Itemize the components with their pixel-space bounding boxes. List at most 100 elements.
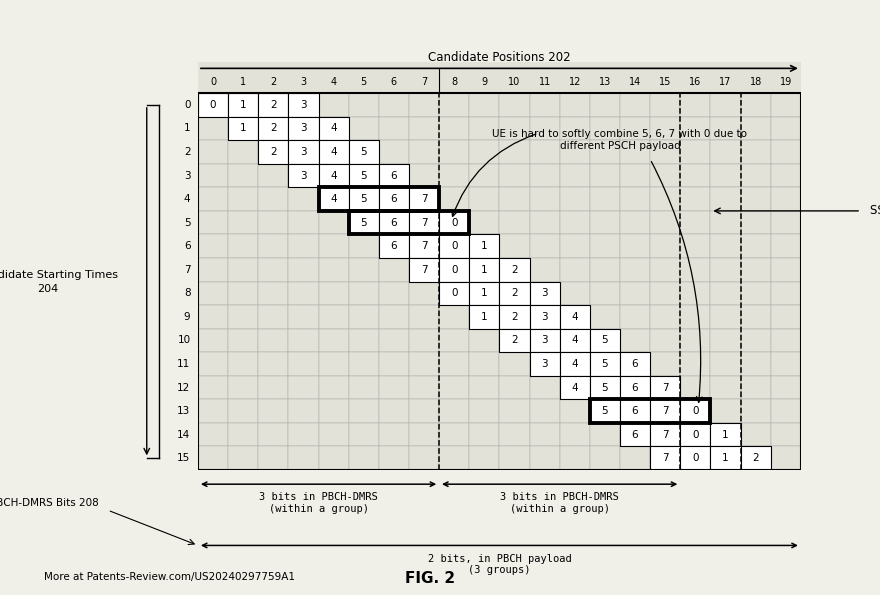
- Bar: [710, 305, 741, 328]
- Bar: [439, 164, 469, 187]
- Bar: [348, 187, 378, 211]
- Bar: [530, 281, 560, 305]
- Bar: [771, 328, 801, 352]
- Bar: [469, 352, 500, 376]
- Bar: [198, 117, 228, 140]
- Bar: [590, 211, 620, 234]
- Bar: [409, 117, 439, 140]
- Bar: [439, 93, 469, 117]
- Bar: [228, 93, 259, 117]
- Bar: [259, 140, 289, 164]
- Text: 0: 0: [451, 289, 458, 298]
- Bar: [469, 234, 500, 258]
- Bar: [500, 423, 530, 446]
- Bar: [409, 211, 439, 234]
- Bar: [590, 328, 620, 352]
- Bar: [650, 399, 680, 423]
- Bar: [620, 446, 650, 470]
- Bar: [620, 305, 650, 328]
- Bar: [379, 376, 409, 399]
- Bar: [590, 305, 620, 328]
- Bar: [198, 328, 228, 352]
- Text: UE is hard to softly combine 5, 6, 7 with 0 due to
different PSCH payload: UE is hard to softly combine 5, 6, 7 wit…: [493, 130, 747, 151]
- Text: 2: 2: [511, 336, 517, 346]
- Bar: [379, 446, 409, 470]
- Bar: [560, 305, 590, 328]
- Bar: [710, 187, 741, 211]
- Bar: [348, 211, 378, 234]
- Bar: [560, 258, 590, 281]
- Bar: [560, 352, 590, 376]
- Bar: [319, 305, 348, 328]
- Bar: [198, 376, 228, 399]
- Bar: [590, 187, 620, 211]
- Bar: [500, 140, 530, 164]
- Bar: [259, 93, 289, 117]
- Text: 4: 4: [330, 194, 337, 204]
- Bar: [409, 305, 439, 328]
- Text: 5: 5: [361, 194, 367, 204]
- Text: 6: 6: [184, 241, 190, 251]
- Bar: [500, 446, 530, 470]
- Bar: [650, 258, 680, 281]
- Bar: [198, 187, 228, 211]
- Bar: [680, 187, 710, 211]
- Bar: [228, 281, 259, 305]
- Bar: [500, 258, 530, 281]
- Text: 16: 16: [689, 77, 701, 86]
- Bar: [771, 399, 801, 423]
- Text: 6: 6: [632, 359, 638, 369]
- Bar: [348, 446, 378, 470]
- Bar: [379, 399, 409, 423]
- Bar: [500, 376, 530, 399]
- Bar: [590, 140, 620, 164]
- Bar: [771, 140, 801, 164]
- Bar: [710, 281, 741, 305]
- Bar: [348, 164, 378, 187]
- Bar: [198, 352, 228, 376]
- Bar: [348, 117, 378, 140]
- Text: 7: 7: [421, 218, 428, 228]
- Bar: [379, 234, 409, 258]
- Bar: [650, 281, 680, 305]
- Bar: [771, 164, 801, 187]
- Bar: [741, 93, 771, 117]
- Text: PBCH-DMRS Bits 208: PBCH-DMRS Bits 208: [0, 498, 99, 508]
- Text: 6: 6: [391, 77, 397, 86]
- Bar: [259, 328, 289, 352]
- Bar: [469, 376, 500, 399]
- Bar: [409, 352, 439, 376]
- Bar: [259, 117, 289, 140]
- Bar: [590, 281, 620, 305]
- Text: 0: 0: [184, 100, 190, 110]
- Bar: [771, 446, 801, 470]
- Text: 1: 1: [240, 77, 246, 86]
- Bar: [319, 187, 348, 211]
- Bar: [560, 352, 590, 376]
- Text: 0: 0: [210, 77, 216, 86]
- Bar: [379, 117, 409, 140]
- Text: 8: 8: [184, 289, 190, 298]
- Bar: [228, 258, 259, 281]
- Text: 0: 0: [451, 241, 458, 251]
- Text: 7: 7: [421, 265, 428, 275]
- Bar: [198, 234, 228, 258]
- Bar: [590, 117, 620, 140]
- Bar: [680, 423, 710, 446]
- Text: 15: 15: [177, 453, 190, 464]
- Bar: [560, 211, 590, 234]
- Bar: [259, 234, 289, 258]
- Bar: [439, 211, 469, 234]
- Bar: [319, 187, 348, 211]
- Bar: [319, 258, 348, 281]
- Bar: [530, 399, 560, 423]
- Text: 10: 10: [509, 77, 521, 86]
- Bar: [710, 423, 741, 446]
- Bar: [650, 446, 680, 470]
- Bar: [650, 117, 680, 140]
- Text: 5: 5: [361, 218, 367, 228]
- Text: 3: 3: [300, 100, 307, 110]
- Bar: [650, 234, 680, 258]
- Bar: [620, 140, 650, 164]
- Bar: [198, 93, 228, 117]
